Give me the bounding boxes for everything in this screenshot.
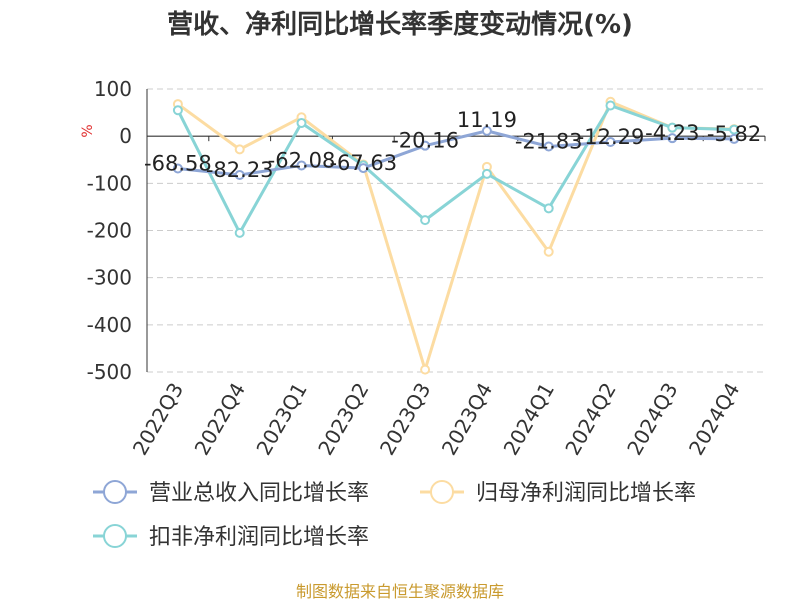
x-tick-label: 2022Q4 [190,379,250,460]
data-point [296,160,307,171]
x-tick-label: 2023Q1 [251,379,311,460]
y-tick-label: 100 [94,77,132,101]
data-point [420,364,431,375]
legend-label: 归母净利润同比增长率 [476,481,696,506]
y-tick-label: -300 [87,266,132,290]
data-point [729,133,740,144]
data-point [296,117,307,128]
legend-label: 营业总收入同比增长率 [149,481,369,506]
data-label: -68.58 [144,152,212,176]
source-note: 制图数据来自恒生聚源数据库 [295,582,504,601]
data-label: -5.82 [707,122,761,146]
data-point [605,136,616,147]
y-tick-label: 0 [119,124,132,148]
data-point [543,246,554,257]
data-point [172,105,183,116]
y-axis-label: % [80,124,96,137]
data-point [420,140,431,151]
y-tick-label: -100 [87,171,132,195]
series-line [176,104,735,235]
data-point [358,163,369,174]
data-label: -82.23 [206,158,274,182]
legend-label: 扣非净利润同比增长率 [149,525,369,550]
data-label: -67.63 [329,151,397,175]
y-tick-label: -200 [87,219,132,243]
data-label: 11.19 [457,108,517,132]
data-point [420,215,431,226]
data-label: -12.29 [577,125,645,149]
data-label: -20.16 [391,129,459,153]
x-tick-label: 2024Q3 [622,379,682,460]
data-point [481,125,492,136]
data-point [172,163,183,174]
legend-marker [430,480,454,504]
data-label: -4.23 [645,121,699,145]
x-tick-label: 2022Q3 [128,379,188,460]
data-point [481,168,492,179]
x-tick-label: 2023Q3 [375,379,435,460]
y-tick-label: -500 [87,360,132,384]
series-line [177,129,735,177]
legend-marker [103,524,127,548]
data-point [605,100,616,111]
x-tick-label: 2024Q4 [684,379,744,460]
x-tick-label: 2023Q4 [437,379,497,460]
data-point [543,141,554,152]
x-tick-label: 2024Q1 [499,379,559,460]
data-point [234,144,245,155]
x-tick-label: 2024Q2 [560,379,620,460]
data-point [667,133,678,144]
data-point [234,169,245,180]
data-label: -21.83 [515,129,583,153]
legend-marker [103,480,127,504]
data-point [729,124,740,135]
x-tick-label: 2023Q2 [313,379,373,460]
data-point [543,203,554,214]
series-line [177,100,735,372]
data-point [667,122,678,133]
chart-title: 营收、净利同比增长率季度变动情况(%) [167,10,633,40]
data-label: -62.08 [268,148,336,172]
data-point [234,227,245,238]
y-tick-label: -400 [87,313,132,337]
